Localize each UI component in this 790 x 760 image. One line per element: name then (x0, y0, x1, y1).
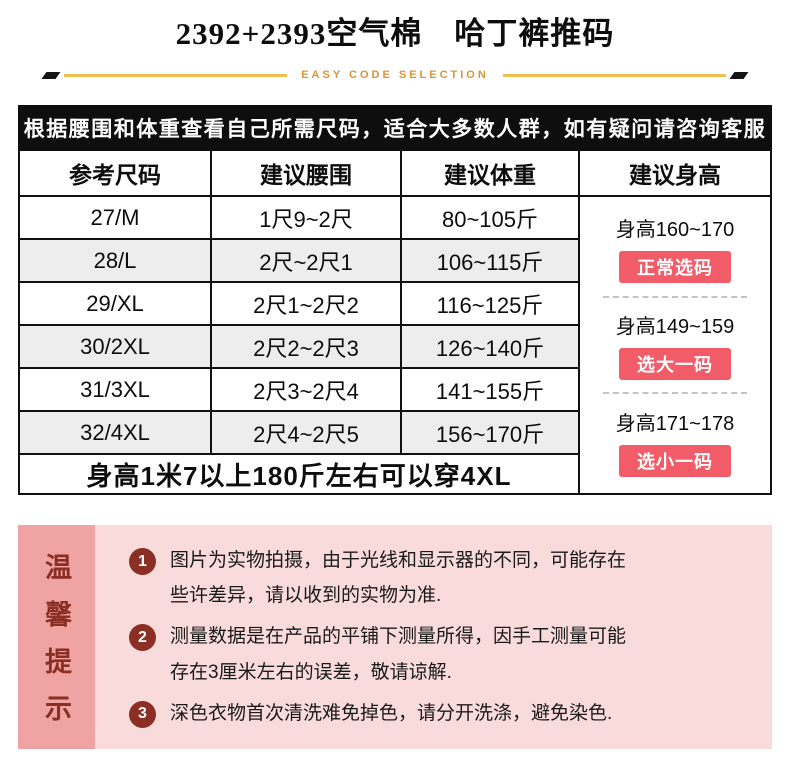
tip-text: 深色衣物首次清洗难免掉色，请分开洗涤，避免染色. (170, 702, 613, 724)
column-header-height: 建议身高 (580, 151, 770, 197)
size-cell: 32/4XL (20, 412, 212, 455)
tips-panel: 温馨提示 1 图片为实物拍摄，由于光线和显示器的不同，可能存在些许差异，请以收到… (18, 525, 772, 749)
height-range: 身高160~170 (615, 219, 735, 242)
column-header-weight: 建议体重 (402, 151, 580, 197)
size-table: 参考尺码 建议腰围 建议体重 建议身高 身高160~170 正常选码 身高149… (18, 151, 772, 495)
divider-end-mark-left (41, 71, 61, 79)
waist-cell: 2尺4~2尺5 (212, 412, 402, 455)
tip-number-badge: 2 (129, 624, 156, 652)
size-advice-badge: 正常选码 (618, 251, 731, 284)
size-cell: 31/3XL (20, 369, 212, 412)
weight-cell: 106~115斤 (402, 240, 580, 283)
size-cell: 29/XL (20, 283, 212, 326)
size-cell: 28/L (20, 240, 212, 283)
waist-cell: 2尺3~2尺4 (212, 369, 402, 412)
tip-item-1: 1 图片为实物拍摄，由于光线和显示器的不同，可能存在些许差异，请以收到的实物为准… (129, 543, 746, 613)
page-title: 2392+2393空气棉 哈丁裤推码 (175, 16, 615, 51)
tip-text: 图片为实物拍摄，由于光线和显示器的不同，可能存在些许差异，请以收到的实物为准. (170, 550, 627, 607)
tips-vertical-title: 温馨提示 (41, 553, 71, 741)
divider-line-left (64, 73, 288, 77)
tip-item-3: 3 深色衣物首次清洗难免掉色，请分开洗涤，避免染色. (129, 696, 746, 731)
size-cell: 30/2XL (20, 326, 212, 369)
divider-end-mark-right (729, 71, 749, 79)
weight-cell: 116~125斤 (402, 283, 580, 326)
page-subtitle: EASY CODE SELECTION (301, 69, 489, 81)
tip-number-badge: 1 (129, 548, 156, 576)
column-header-size: 参考尺码 (20, 151, 212, 197)
waist-cell: 2尺2~2尺3 (212, 326, 402, 369)
table-footer-note: 身高1米7以上180斤左右可以穿4XL (20, 455, 580, 493)
subtitle-divider: EASY CODE SELECTION (0, 69, 790, 81)
weight-cell: 156~170斤 (402, 412, 580, 455)
size-advice-badge: 选大一码 (618, 347, 731, 380)
waist-cell: 2尺~2尺1 (212, 240, 402, 283)
height-range: 身高171~178 (615, 412, 735, 435)
weight-cell: 80~105斤 (402, 197, 580, 240)
dashed-separator (602, 392, 748, 395)
size-cell: 27/M (20, 197, 212, 240)
height-group-size-up: 身高149~159 选大一码 (616, 310, 734, 380)
weight-cell: 126~140斤 (402, 326, 580, 369)
column-header-waist: 建议腰围 (212, 151, 402, 197)
tips-title-strip: 温馨提示 (18, 525, 95, 749)
waist-cell: 1尺9~2尺 (212, 197, 402, 240)
size-advice-badge: 选小一码 (618, 444, 731, 477)
waist-cell: 2尺1~2尺2 (212, 283, 402, 326)
tip-number-badge: 3 (129, 700, 156, 728)
tip-text: 测量数据是在产品的平铺下测量所得，因手工测量可能存在3厘米左右的误差，敬请谅解. (170, 626, 627, 683)
notice-bar: 根据腰围和体重查看自己所需尺码，适合大多数人群，如有疑问请咨询客服 (18, 105, 772, 151)
height-group-size-down: 身高171~178 选小一码 (616, 407, 734, 477)
weight-cell: 141~155斤 (402, 369, 580, 412)
tip-item-2: 2 测量数据是在产品的平铺下测量所得，因手工测量可能存在3厘米左右的误差，敬请谅… (129, 619, 746, 689)
dashed-separator (602, 295, 748, 298)
height-advice-column: 身高160~170 正常选码 身高149~159 选大一码 身高171~178 … (580, 197, 770, 493)
tips-body: 1 图片为实物拍摄，由于光线和显示器的不同，可能存在些许差异，请以收到的实物为准… (95, 525, 772, 749)
height-group-normal: 身高160~170 正常选码 (615, 213, 735, 284)
divider-line-right (502, 73, 727, 77)
height-range: 身高149~159 (615, 315, 735, 338)
